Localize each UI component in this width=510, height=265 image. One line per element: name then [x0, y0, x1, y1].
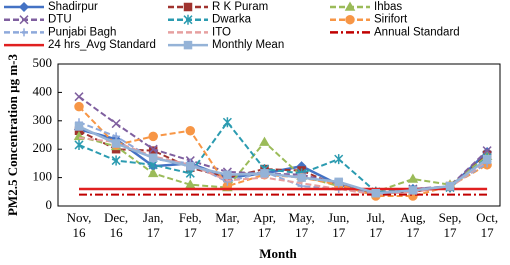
marker: [111, 119, 121, 129]
x-tick-label: Oct, 17: [476, 210, 498, 240]
x-tick-label: May, 17: [288, 210, 314, 240]
x-tick-label: Aug, 17: [400, 210, 426, 240]
marker: [334, 154, 344, 165]
marker: [297, 173, 306, 182]
marker: [222, 117, 232, 128]
marker: [111, 139, 121, 148]
marker: [334, 177, 343, 187]
marker: [111, 155, 121, 166]
legend-label: Annual Standard: [374, 26, 460, 38]
x-tick-label: Mar, 17: [215, 210, 239, 240]
plot-frame: [57, 63, 501, 207]
marker: [186, 161, 195, 171]
marker: [185, 179, 196, 189]
legend-marker: [18, 1, 30, 13]
marker: [148, 131, 158, 142]
x-tick-label: Jan, 17: [143, 210, 164, 240]
marker: [371, 188, 381, 198]
x-tick-label: Nov, 16: [67, 210, 92, 240]
marker: [445, 181, 455, 191]
legend-marker: [345, 14, 355, 25]
y-tick-label: 300: [33, 112, 53, 127]
x-tick-label: Jul, 17: [367, 210, 385, 240]
marker: [407, 173, 419, 183]
legend-marker: [19, 15, 29, 25]
series-line: [78, 136, 488, 196]
marker: [74, 122, 84, 131]
series-line: [78, 135, 488, 193]
legend-marker: [20, 28, 28, 37]
series-line: [78, 125, 488, 195]
marker: [185, 125, 196, 136]
legend-label: Monthly Mean: [212, 39, 284, 51]
y-axis-title: PM2.5 Concentration µg m-3: [5, 53, 20, 216]
x-tick-label: Sep, 17: [439, 210, 462, 240]
marker: [74, 101, 84, 112]
marker: [482, 154, 492, 164]
x-tick-label: Feb, 17: [179, 210, 202, 240]
marker: [148, 144, 158, 154]
legend-label: Dwarka: [212, 14, 252, 26]
legend-label: DTU: [48, 14, 72, 26]
marker: [408, 186, 418, 195]
legend-marker: [183, 2, 193, 12]
legend-marker: [344, 1, 356, 11]
marker: [482, 146, 492, 156]
marker: [223, 177, 232, 186]
legend-label: Ihbas: [374, 1, 402, 13]
y-tick-label: 100: [33, 169, 53, 184]
x-tick-label: Apr, 17: [253, 210, 276, 240]
legend-label: Shadirpur: [48, 1, 98, 13]
legend-label: Sirifort: [374, 14, 408, 26]
marker: [259, 136, 270, 146]
y-tick-label: 200: [33, 140, 53, 155]
y-tick-label: 400: [33, 83, 53, 98]
legend-label: Punjabi Bagh: [48, 26, 116, 38]
marker: [223, 170, 232, 180]
marker: [147, 167, 159, 178]
legend-marker: [183, 14, 193, 25]
x-tick-label: Jun, 17: [328, 210, 349, 240]
y-tick-label: 0: [46, 197, 53, 212]
legend-label: 24 hrs_Avg Standard: [48, 39, 156, 51]
marker: [112, 132, 121, 141]
marker: [148, 153, 158, 162]
x-axis-title: Month: [259, 246, 297, 261]
legend-marker: [183, 40, 193, 50]
legend-label: ITO: [212, 26, 231, 38]
x-tick-label: Dec, 16: [104, 210, 128, 240]
marker: [260, 169, 269, 178]
marker: [74, 92, 84, 102]
marker: [74, 139, 84, 150]
legend-label: R K Puram: [212, 1, 268, 13]
y-tick-label: 500: [33, 55, 53, 70]
